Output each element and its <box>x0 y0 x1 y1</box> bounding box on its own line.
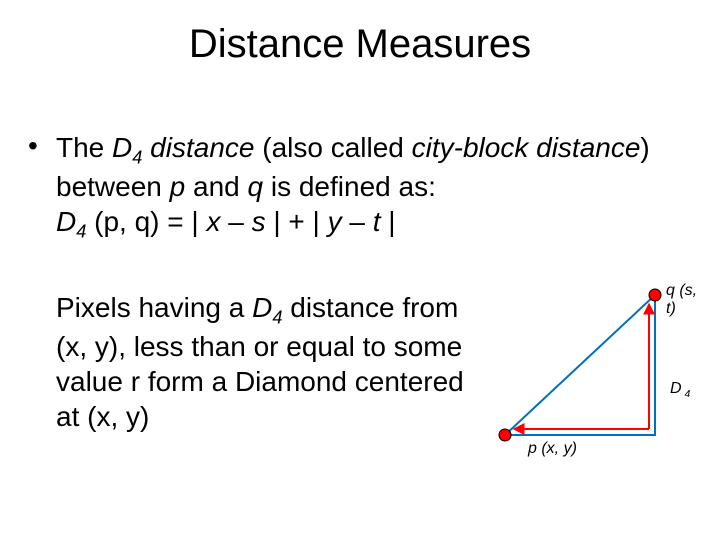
txt: p <box>170 171 186 202</box>
txt: 4 <box>132 148 142 168</box>
txt: 4 <box>682 389 691 400</box>
txt: (also called <box>254 132 411 163</box>
txt: and <box>185 171 247 202</box>
txt: The <box>56 132 112 163</box>
txt: – <box>342 206 373 237</box>
bullet-block: • The D4 distance (also called city-bloc… <box>28 130 688 244</box>
label-q: q (s, t) <box>666 282 710 318</box>
txt: t <box>373 206 381 237</box>
txt: D <box>56 206 76 237</box>
txt: D <box>112 132 132 163</box>
distance-diagram: q (s, t) p (x, y) D 4 <box>480 280 710 470</box>
txt: D <box>252 292 272 323</box>
bullet-text: The D4 distance (also called city-block … <box>56 130 688 244</box>
txt: (p, q) = | <box>86 206 206 237</box>
txt: | + | <box>266 206 328 237</box>
txt: | <box>381 206 396 237</box>
txt: s <box>252 206 266 237</box>
txt: x <box>206 206 220 237</box>
txt: distance <box>142 132 254 163</box>
triangle-hypotenuse <box>505 295 655 435</box>
txt: y <box>328 206 342 237</box>
txt: 4 <box>272 308 282 328</box>
bullet-dot: • <box>28 130 38 162</box>
txt: is defined as: <box>263 171 436 202</box>
txt: q <box>248 171 264 202</box>
label-d4: D 4 <box>670 380 690 400</box>
paragraph-2: Pixels having a D4 distance from (x, y),… <box>56 290 476 434</box>
point-q <box>649 289 661 301</box>
txt: Pixels having a <box>56 292 252 323</box>
txt: D <box>670 380 682 397</box>
slide-title: Distance Measures <box>0 22 720 67</box>
txt: city-block distance <box>412 132 641 163</box>
txt: 4 <box>76 222 86 242</box>
txt: – <box>220 206 251 237</box>
point-p <box>499 429 511 441</box>
label-p: p (x, y) <box>528 440 577 458</box>
